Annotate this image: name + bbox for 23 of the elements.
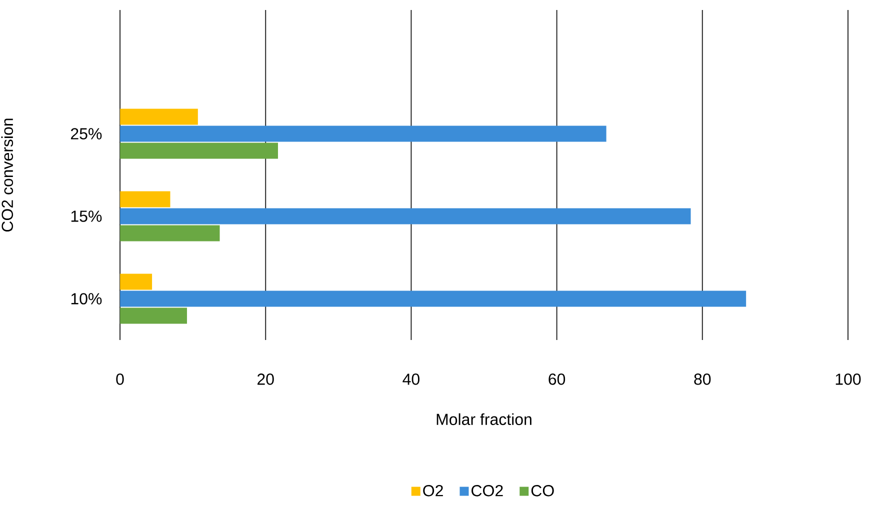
- bar: [120, 191, 170, 208]
- bar: [120, 126, 606, 142]
- x-axis-title: Molar fraction: [436, 413, 532, 426]
- y-tick-label: 25%: [70, 128, 102, 140]
- bar: [120, 308, 187, 324]
- bar: [120, 225, 220, 242]
- x-tick-label: 0: [116, 374, 124, 385]
- legend-label: O2: [423, 485, 443, 496]
- bar: [120, 208, 691, 224]
- bar: [120, 274, 152, 290]
- bar: [120, 290, 746, 307]
- bar: [120, 142, 278, 159]
- x-tick-label: 40: [402, 374, 420, 385]
- legend-label: CO: [531, 485, 554, 496]
- y-axis-title: CO2 conversion: [1, 118, 14, 232]
- x-tick-label: 60: [548, 374, 566, 385]
- y-tick-label: 10%: [71, 293, 102, 304]
- x-tick-label: 100: [836, 374, 861, 385]
- x-tick-label: 20: [258, 374, 274, 385]
- x-tick-label: 80: [694, 374, 711, 385]
- legend-label: CO2: [472, 485, 503, 496]
- bar: [120, 108, 198, 125]
- y-tick-label: 15%: [71, 210, 102, 222]
